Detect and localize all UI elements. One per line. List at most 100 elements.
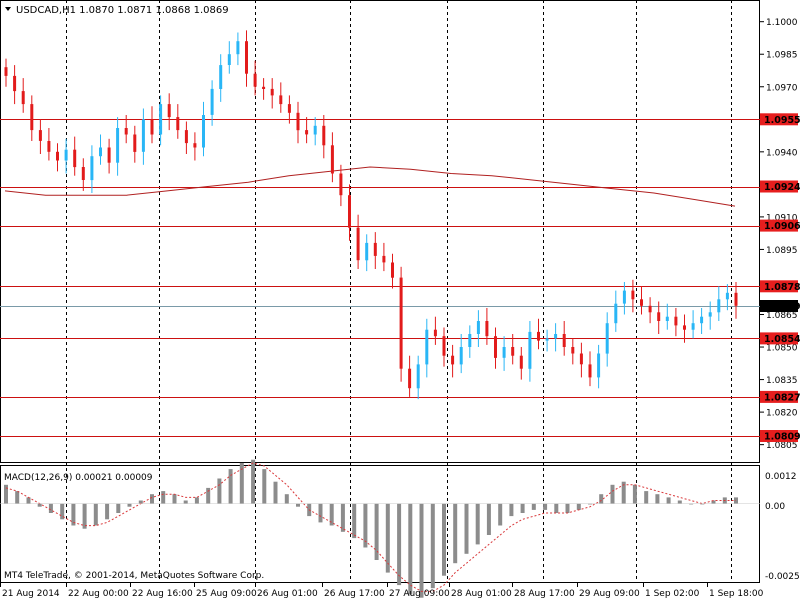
candle-body	[700, 316, 704, 324]
macd-bar	[464, 503, 469, 554]
macd-bar	[565, 503, 570, 513]
symbol-line: USDCAD,H1 1.0870 1.0871 1.0868 1.0869	[16, 5, 229, 16]
candle-body	[159, 104, 163, 135]
macd-bar	[71, 503, 76, 526]
candle-body	[511, 347, 515, 356]
candle-body	[725, 292, 729, 300]
macd-bar	[363, 503, 368, 548]
macd-bar	[296, 503, 300, 507]
candle-body	[107, 147, 111, 163]
candle-body	[485, 321, 489, 337]
candle-body	[554, 334, 558, 339]
candle-body	[30, 104, 34, 131]
candle-body	[588, 364, 592, 378]
candle-body	[674, 316, 678, 326]
macd-bar	[408, 503, 413, 595]
time-axis: 21 Aug 2014 22 Aug 00:00 22 Aug 16:00 25 Au…	[0, 583, 764, 599]
vertical-grid	[66, 0, 732, 582]
candle-body	[270, 88, 274, 96]
macd-bar	[486, 503, 491, 535]
macd-bar	[588, 503, 592, 505]
candle-body	[210, 88, 214, 115]
main-pane-frame	[0, 0, 760, 463]
macd-bar	[37, 503, 42, 507]
candle-body	[683, 325, 686, 330]
candle-body	[502, 347, 506, 358]
y-tick-label: 1.0865	[766, 311, 798, 321]
candle-body	[579, 353, 583, 365]
macd-bar	[419, 503, 424, 598]
level-badge	[760, 390, 798, 403]
x-tick-label: 1 Sep 18:00	[709, 589, 764, 599]
current-price-label: 1.0869	[764, 302, 800, 313]
y-tick-label: 1.0970	[766, 83, 798, 93]
candle-body	[571, 347, 575, 354]
x-tick-label: 28 Aug 01:00	[451, 589, 512, 599]
candle-body	[734, 292, 738, 306]
candle-body	[38, 130, 42, 141]
candle-body	[73, 149, 77, 168]
candle-body	[416, 364, 420, 389]
candle-body	[193, 143, 197, 148]
level-badge	[760, 332, 798, 345]
macd-bar	[127, 503, 132, 507]
candle-body	[399, 277, 403, 369]
x-tick-label: 27 Aug 09:00	[389, 589, 450, 599]
candle-body	[202, 115, 205, 148]
y-tick-label: 1.0985	[766, 51, 798, 61]
macd-bar	[543, 503, 548, 510]
candle-body	[322, 125, 326, 146]
candlesticks	[4, 30, 738, 400]
candle-body	[133, 134, 137, 152]
candle-body	[227, 54, 231, 65]
macd-bar	[340, 503, 345, 532]
candle-body	[631, 290, 635, 300]
candle-body	[236, 41, 240, 55]
candle-body	[545, 338, 549, 341]
macd-bar	[621, 481, 626, 504]
macd-bar	[60, 503, 65, 520]
x-tick-label: 26 Aug 17:00	[324, 589, 385, 599]
macd-bar	[48, 503, 53, 513]
level-badge-label: 1.0827	[764, 392, 800, 403]
candle-body	[245, 41, 248, 74]
candle-body	[648, 305, 652, 313]
candle-body	[425, 329, 429, 365]
level-badge-label: 1.0809	[764, 432, 800, 443]
candle-body	[253, 73, 257, 87]
macd-bar	[161, 491, 166, 504]
level-badge	[760, 180, 798, 193]
macd-axis-bottom: -0.0025	[765, 572, 800, 582]
macd-label: MACD(12,26,9) 0.00021 0.00009	[4, 473, 153, 483]
chevron-down-icon[interactable]	[5, 7, 11, 11]
candle-body	[468, 334, 472, 347]
ma-line	[4, 166, 736, 207]
macd-bar	[82, 503, 87, 529]
level-badge-label: 1.0906	[764, 221, 800, 232]
x-tick-label: 21 Aug 2014	[2, 589, 60, 599]
macd-bar	[217, 478, 222, 504]
macd-bar	[318, 503, 323, 523]
candle-body	[81, 167, 85, 180]
candle-body	[339, 173, 343, 196]
macd-bar	[183, 500, 188, 504]
macd-bar	[655, 494, 660, 504]
macd-bar	[228, 469, 233, 504]
level-badge	[760, 280, 798, 293]
candle-body	[262, 86, 266, 89]
candle-body	[150, 119, 154, 135]
candle-body	[442, 336, 446, 356]
level-badge-label: 1.0955	[764, 115, 800, 126]
moving-average	[4, 166, 736, 207]
macd-bar	[26, 497, 31, 504]
macd-bar	[273, 481, 278, 504]
candle-body	[296, 112, 300, 131]
y-tick-label: 1.0940	[766, 148, 798, 158]
copyright: MT4 TeleTrade, © 2001-2014, MetaQuotes S…	[4, 571, 264, 581]
symbol-header: USDCAD,H1 1.0870 1.0871 1.0868 1.0869	[5, 5, 229, 16]
macd-axis-zero: 0.00	[765, 502, 785, 512]
macd-bar	[150, 494, 154, 504]
macd-bar	[239, 462, 244, 504]
macd-bar	[644, 491, 649, 504]
